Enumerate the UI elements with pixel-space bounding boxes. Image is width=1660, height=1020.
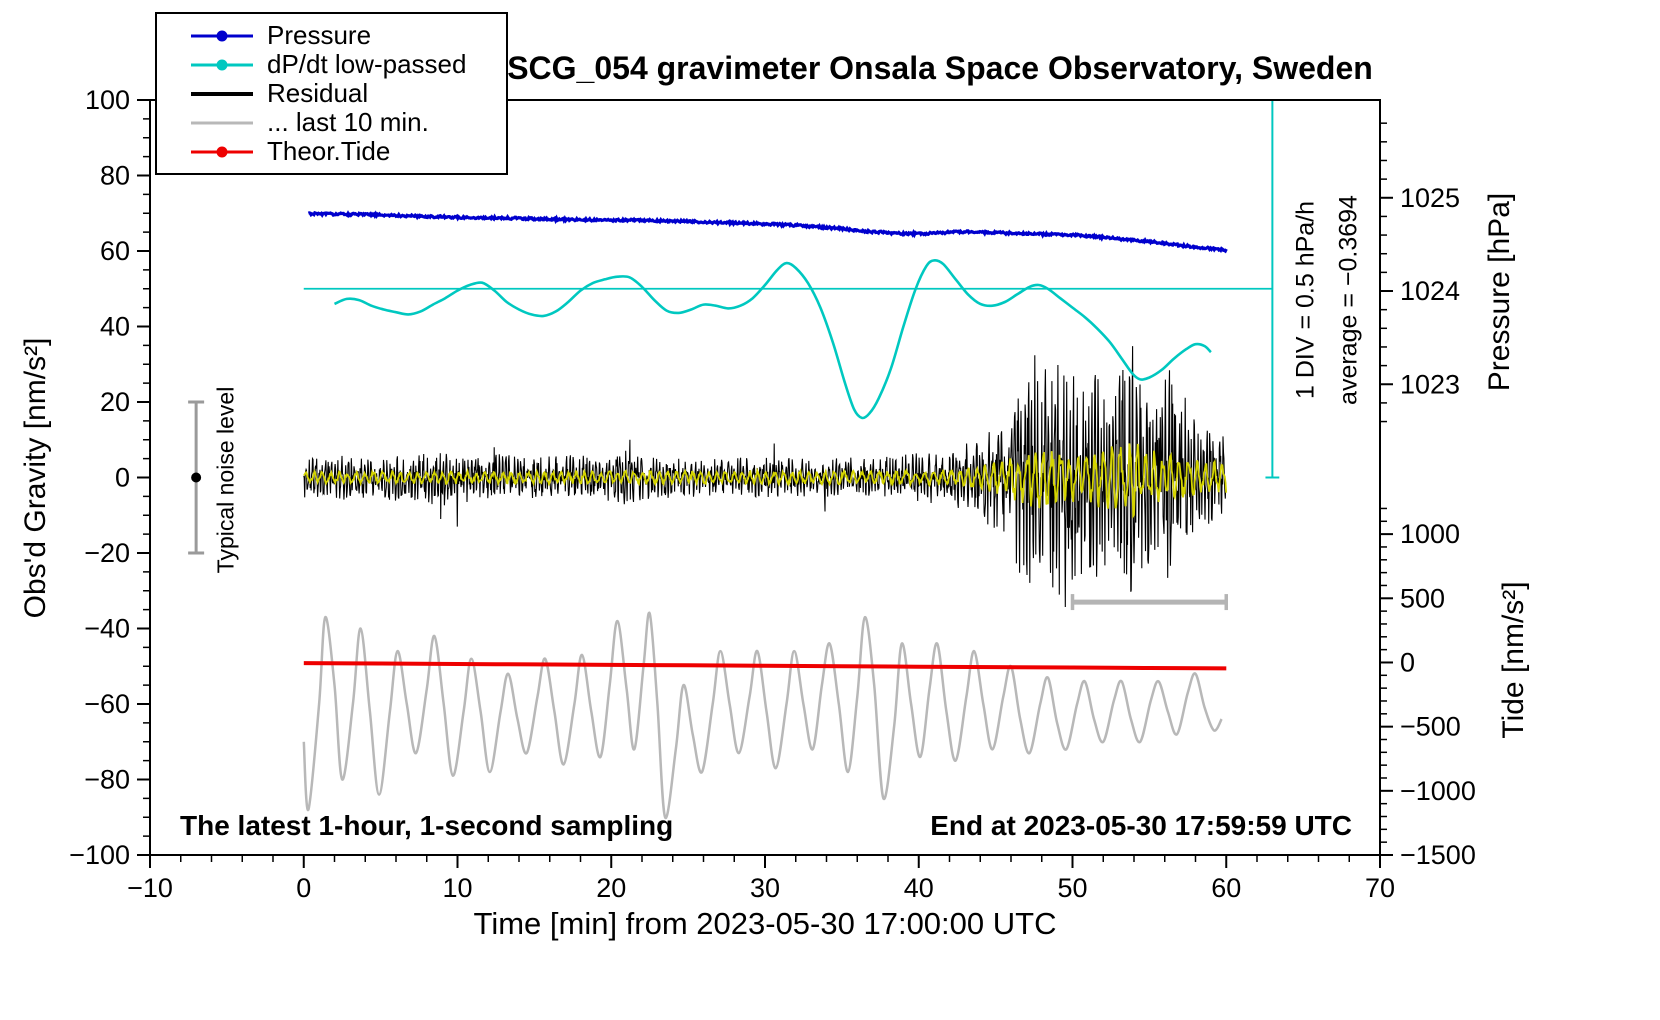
legend-marker-theor-tide [191, 137, 253, 166]
gravity-axis: −100 −80 −60 −40 −20 0 20 40 60 80 100 [69, 85, 150, 870]
noise-level-annotation: Typical noise level [212, 386, 239, 574]
x-tick-label: 70 [1365, 873, 1395, 903]
noise-level-dot [191, 472, 202, 483]
pressure-tick-label: 1023 [1400, 369, 1460, 399]
series-layer [188, 100, 1280, 820]
legend-marker-last-10-min [191, 108, 253, 137]
pressure-tick-label: 1024 [1400, 276, 1460, 306]
average-annotation: average = −0.3694 [1334, 195, 1363, 405]
legend-item-theor-tide: Theor.Tide [157, 136, 506, 166]
gravity-tick-label: −100 [69, 840, 130, 870]
legend-item-label: dP/dt low-passed [267, 49, 467, 79]
pressure-axis: 1023 1024 1025 [1380, 122, 1460, 423]
gravity-tick-label: 60 [100, 236, 130, 266]
sampling-annotation: The latest 1-hour, 1-second sampling [180, 810, 674, 841]
legend-dot-swatch [216, 59, 228, 70]
gravity-tick-label: −60 [84, 689, 130, 719]
legend-item-label: Pressure [267, 20, 372, 50]
x-tick-label: 20 [596, 873, 626, 903]
series-theor-tide [303, 661, 1227, 671]
legend-line-swatch [191, 91, 253, 96]
legend-item-label: Residual [267, 78, 369, 108]
legend-dot-swatch [216, 146, 228, 157]
series-residual [303, 346, 1227, 608]
gravity-tick-label: 40 [100, 312, 130, 342]
series-residual-smoothed [303, 443, 1228, 519]
x-tick-label: 10 [442, 873, 472, 903]
gravity-tick-label: −20 [84, 538, 130, 568]
legend-item-label: Theor.Tide [267, 136, 391, 166]
end-time-annotation: End at 2023-05-30 17:59:59 UTC [930, 810, 1352, 841]
tide-axis-label: Tide [nm/s²] [1497, 581, 1530, 739]
pressure-tick-label: 1025 [1400, 183, 1460, 213]
series-dp-dt-low-passed [333, 259, 1212, 420]
plot-frame [149, 99, 1381, 856]
x-tick-label: 30 [750, 873, 780, 903]
gravity-axis-label: Obs'd Gravity [nm/s²] [19, 337, 52, 619]
legend-item-last-10-min: ... last 10 min. [157, 107, 506, 137]
legend-item-label: ... last 10 min. [267, 107, 429, 137]
tide-tick-label: −1000 [1400, 776, 1476, 806]
x-tick-label: 50 [1057, 873, 1087, 903]
x-axis-label: Time [min] from 2023-05-30 17:00:00 UTC [473, 906, 1057, 941]
tide-tick-label: 0 [1400, 647, 1415, 677]
tide-axis: 1000 500 0 −500 −1000 −1500 [1380, 507, 1476, 870]
x-tick-label: −10 [127, 873, 173, 903]
x-tick-label: 0 [296, 873, 311, 903]
tide-tick-label: −500 [1400, 712, 1461, 742]
plot-title: SCG_054 gravimeter Onsala Space Observat… [507, 50, 1373, 86]
pressure-axis-label: Pressure [hPa] [1483, 192, 1516, 392]
series-pressure [307, 210, 1228, 254]
legend-item-pressure: Pressure [157, 20, 506, 50]
x-tick-label: 60 [1211, 873, 1241, 903]
gravity-tick-label: −40 [84, 614, 130, 644]
series-last-10-min [302, 611, 1223, 820]
axes: −10 0 10 20 30 40 50 60 70−100−80−60−40−20020406… [69, 85, 1476, 903]
div-scale-annotation: 1 DIV = 0.5 hPa/h [1291, 200, 1320, 400]
x-tick-label: 40 [904, 873, 934, 903]
legend-dot-swatch [216, 30, 228, 41]
legend-line-swatch [191, 121, 253, 124]
gravity-tick-label: −80 [84, 765, 130, 795]
legend-marker-pressure [191, 21, 253, 50]
legend-item-residual: Residual [157, 78, 506, 108]
gravity-tick-label: 100 [85, 85, 130, 115]
legend-item-dp-dt-low-passed: dP/dt low-passed [157, 49, 506, 79]
gravity-tick-label: 80 [100, 161, 130, 191]
tide-tick-label: 1000 [1400, 519, 1460, 549]
legend: Pressure dP/dt low-passed Residual... last… [155, 12, 508, 175]
gravity-tick-label: 0 [115, 463, 130, 493]
tide-tick-label: −1500 [1400, 840, 1476, 870]
gravity-tick-label: 20 [100, 387, 130, 417]
x-axis: −10 0 10 20 30 40 50 60 70 [127, 855, 1395, 903]
tide-tick-label: 500 [1400, 583, 1445, 613]
legend-marker-dp-dt-low-passed [191, 50, 253, 79]
legend-marker-residual [191, 79, 253, 108]
